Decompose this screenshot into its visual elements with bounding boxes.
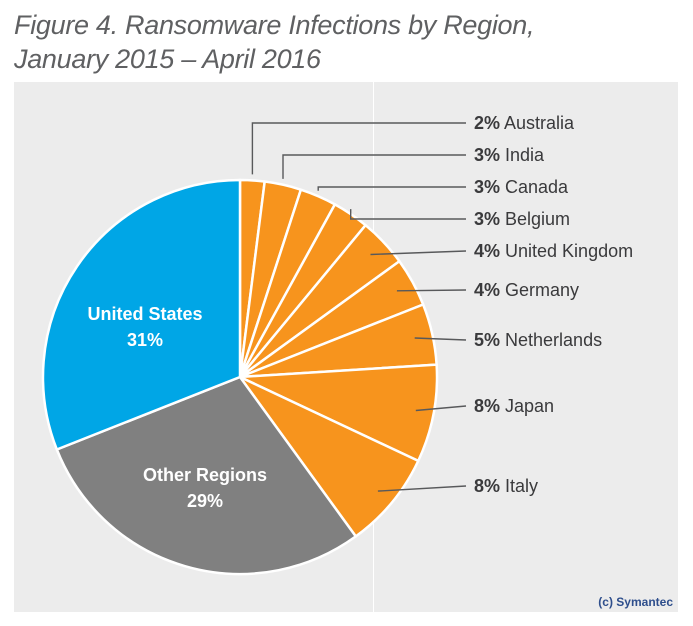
- slice-value-other-regions: 29%: [187, 491, 223, 511]
- title-line-1: Figure 4. Ransomware Infections by Regio…: [14, 10, 535, 40]
- leader-line-canada: [317, 186, 466, 191]
- slice-label-italy: 8% Italy: [474, 476, 538, 496]
- slice-label-india: 3% India: [474, 145, 545, 165]
- slice-name-other-regions: Other Regions: [143, 465, 267, 485]
- leader-line-australia: [251, 122, 466, 175]
- slice-label-belgium: 3% Belgium: [474, 209, 570, 229]
- leader-line-united-kingdom: [370, 250, 467, 256]
- slice-label-canada: 3% Canada: [474, 177, 569, 197]
- leader-line-italy: [377, 485, 467, 492]
- leader-line-japan: [415, 405, 467, 412]
- leader-line-germany: [396, 289, 467, 292]
- slice-label-netherlands: 5% Netherlands: [474, 330, 602, 350]
- pie-slice-united-states: [41, 178, 242, 451]
- slice-label-japan: 8% Japan: [474, 396, 554, 416]
- leader-line-netherlands: [414, 337, 467, 341]
- slice-name-united-states: United States: [87, 304, 202, 324]
- slice-label-germany: 4% Germany: [474, 280, 579, 300]
- pie-slice-japan: [238, 363, 439, 463]
- slice-value-united-states: 31%: [127, 330, 163, 350]
- pie-slice-italy: [238, 375, 420, 538]
- pie-slice-other-regions: [55, 375, 358, 576]
- chart-title: Figure 4. Ransomware Infections by Regio…: [14, 8, 684, 76]
- slice-label-united-kingdom: 4% United Kingdom: [474, 241, 633, 261]
- leader-line-india: [282, 154, 466, 179]
- slice-label-australia: 2% Australia: [474, 113, 575, 133]
- title-line-2: January 2015 – April 2016: [14, 44, 321, 74]
- copyright-credit: (c) Symantec: [598, 595, 673, 609]
- leader-line-belgium: [350, 209, 466, 220]
